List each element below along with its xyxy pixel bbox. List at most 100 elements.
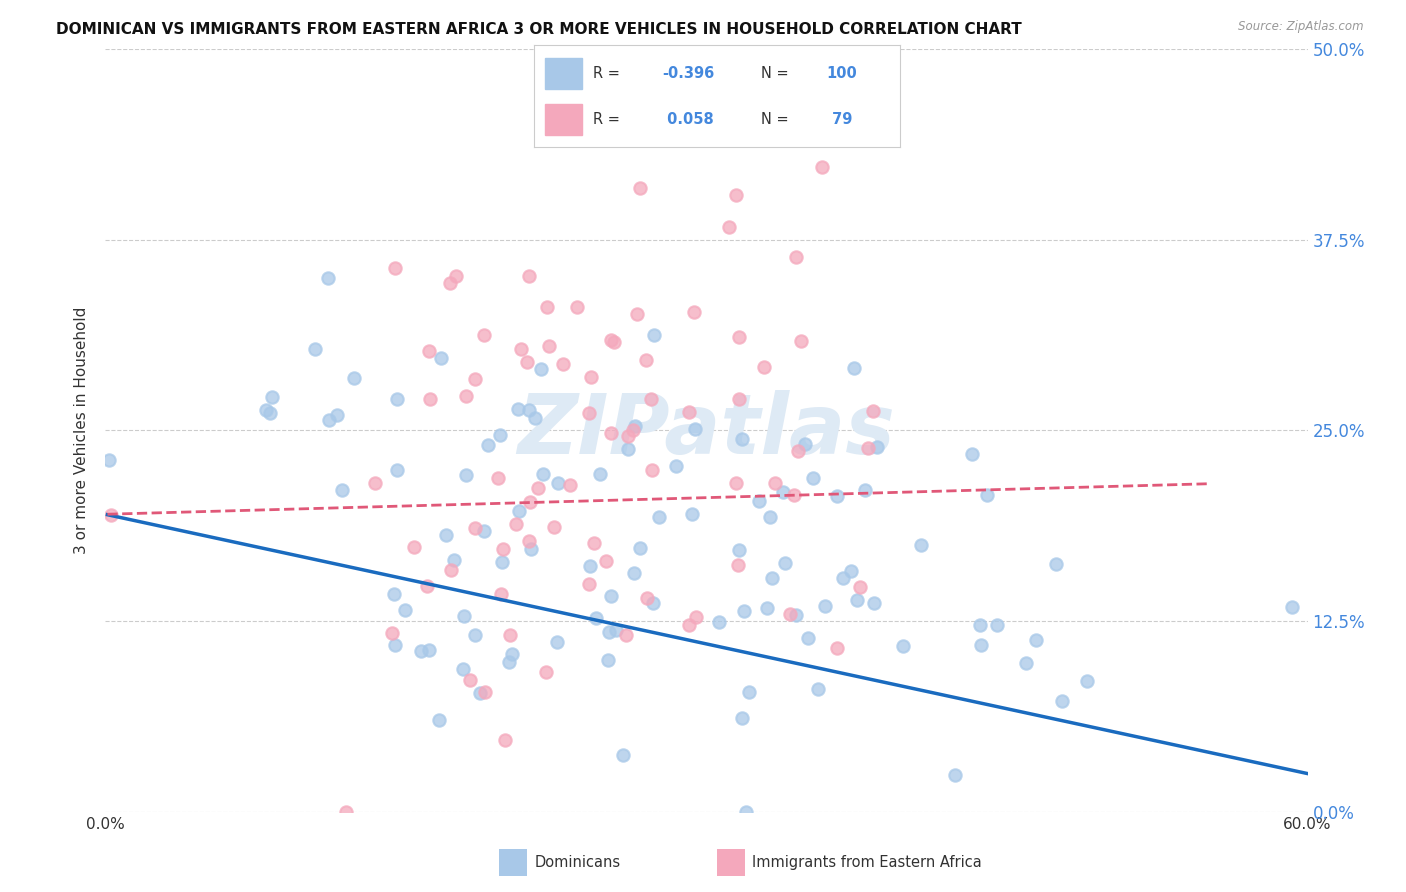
Point	[789, 334, 811, 348]
Point	[558, 478, 581, 492]
Point	[330, 483, 353, 498]
Point	[600, 426, 623, 441]
Point	[623, 419, 645, 434]
Point	[636, 591, 658, 605]
Point	[603, 334, 626, 349]
Point	[486, 471, 509, 485]
Point	[986, 617, 1008, 632]
Point	[1015, 656, 1038, 670]
Point	[454, 467, 477, 482]
Point	[731, 710, 754, 724]
Point	[634, 353, 657, 368]
Point	[794, 436, 817, 450]
Point	[910, 538, 932, 552]
Point	[628, 541, 651, 555]
Point	[472, 327, 495, 342]
Point	[578, 559, 600, 574]
Point	[846, 592, 869, 607]
Point	[477, 438, 499, 452]
Point	[825, 640, 848, 655]
Point	[489, 427, 512, 442]
Point	[863, 596, 886, 610]
Point	[517, 268, 540, 283]
Point	[598, 625, 620, 640]
Point	[616, 442, 638, 457]
Point	[814, 599, 837, 614]
Point	[707, 615, 730, 629]
Point	[491, 555, 513, 569]
Point	[595, 554, 617, 568]
Point	[304, 342, 326, 356]
Text: 100: 100	[827, 66, 858, 81]
Point	[626, 307, 648, 321]
Point	[474, 684, 496, 698]
Point	[464, 628, 486, 642]
Point	[761, 571, 783, 585]
Point	[1281, 599, 1303, 614]
Point	[464, 371, 486, 385]
Point	[728, 392, 751, 406]
Point	[641, 463, 664, 477]
Point	[727, 330, 749, 344]
Point	[443, 553, 465, 567]
Point	[763, 475, 786, 490]
Point	[530, 362, 553, 376]
Point	[623, 566, 645, 581]
Point	[551, 357, 574, 371]
Point	[382, 587, 405, 601]
Point	[733, 604, 755, 618]
Point	[648, 510, 671, 524]
Point	[494, 732, 516, 747]
Point	[565, 301, 588, 315]
Point	[652, 129, 675, 144]
Point	[832, 571, 855, 585]
Point	[612, 747, 634, 762]
Point	[827, 489, 849, 503]
Point	[537, 339, 560, 353]
Point	[681, 507, 703, 521]
Point	[453, 608, 475, 623]
Text: 0.058: 0.058	[662, 112, 714, 127]
Text: N =: N =	[761, 66, 793, 81]
Point	[621, 423, 644, 437]
Point	[811, 160, 834, 174]
Point	[599, 334, 621, 348]
Point	[641, 596, 664, 610]
Point	[643, 327, 665, 342]
Point	[775, 556, 797, 570]
Point	[254, 402, 277, 417]
Point	[578, 576, 600, 591]
Point	[582, 536, 605, 550]
Point	[1045, 558, 1067, 572]
Point	[464, 521, 486, 535]
Point	[779, 607, 801, 622]
Text: Source: ZipAtlas.com: Source: ZipAtlas.com	[1239, 20, 1364, 33]
Point	[785, 608, 807, 623]
Point	[394, 603, 416, 617]
Point	[506, 401, 529, 416]
Point	[731, 432, 754, 446]
Point	[640, 392, 662, 406]
Point	[685, 609, 707, 624]
Point	[727, 543, 749, 558]
Point	[547, 475, 569, 490]
Point	[853, 483, 876, 498]
Point	[427, 713, 450, 727]
Point	[724, 475, 747, 490]
Point	[546, 635, 568, 649]
Point	[785, 250, 807, 264]
Point	[515, 355, 537, 369]
Point	[343, 371, 366, 385]
Point	[599, 590, 621, 604]
Point	[489, 587, 512, 601]
Point	[589, 467, 612, 481]
Point	[509, 343, 531, 357]
Point	[969, 617, 991, 632]
Point	[849, 580, 872, 594]
Point	[585, 611, 607, 625]
Point	[1052, 694, 1074, 708]
Y-axis label: 3 or more Vehicles in Household: 3 or more Vehicles in Household	[75, 307, 90, 554]
Point	[439, 276, 461, 290]
Point	[451, 662, 474, 676]
Point	[772, 484, 794, 499]
